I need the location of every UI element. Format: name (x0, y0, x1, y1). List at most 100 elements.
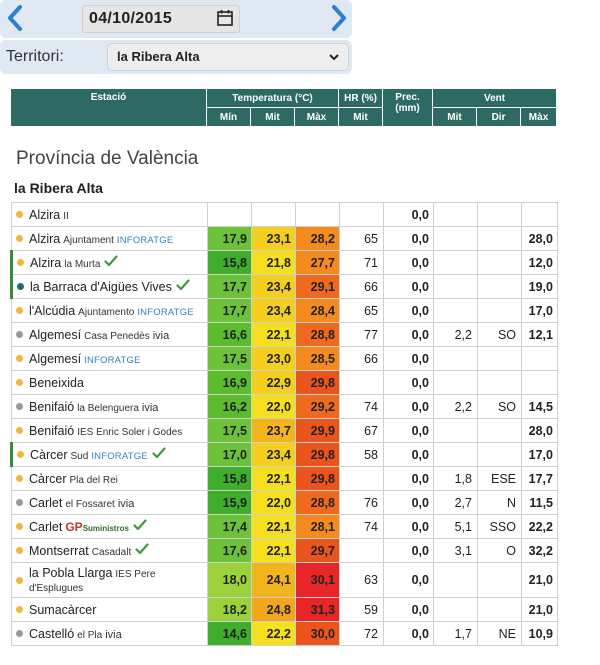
col-header-vent-max: Màx (520, 107, 558, 127)
prec-cell: 0,0 (383, 298, 434, 323)
table-row[interactable]: Algemesí Casa Penedès ivia 16,6 22,1 28,8 77 0,… (11, 322, 558, 347)
station-name[interactable]: Carlet (29, 520, 63, 534)
table-row[interactable]: la Pobla Llarga IES Pere d'Esplugues 18,0 24… (11, 562, 558, 598)
station-name[interactable]: Montserrat (29, 544, 89, 558)
temp-min-cell: 14,6 (207, 621, 252, 646)
station-name-cell[interactable]: Càrcer Pla del Rei (11, 466, 208, 491)
date-input[interactable]: 04/10/2015 (82, 5, 240, 33)
station-name-cell[interactable]: Sumacàrcer (11, 597, 208, 622)
station-name[interactable]: Càrcer (29, 471, 67, 486)
station-name-cell[interactable]: Beneixida (11, 370, 208, 395)
station-name[interactable]: Algemesí (29, 327, 82, 342)
station-name[interactable]: la Pobla Llarga (29, 566, 113, 580)
station-name-cell[interactable]: Benifaió la Belenguera ivia (11, 394, 208, 419)
temp-min-cell: 17,5 (207, 418, 252, 443)
calendar-icon[interactable] (216, 9, 234, 27)
station-status-dot (16, 355, 23, 362)
station-name-cell[interactable]: la Barraca d'Aigües Vives (10, 274, 208, 299)
station-name[interactable]: la Barraca d'Aigües Vives (30, 280, 172, 294)
station-name[interactable]: l'Alcúdia (29, 303, 76, 318)
table-row[interactable]: Benifaió la Belenguera ivia 16,2 22,0 29,2 74 0… (11, 394, 558, 419)
temp-mit-cell: 22,0 (251, 490, 296, 515)
station-subname: Casadalt (91, 547, 132, 558)
table-row[interactable]: Alzira II 0,0 (11, 202, 558, 227)
station-name-cell[interactable]: Alzira II (11, 202, 208, 227)
station-name[interactable]: Algemesí (29, 351, 82, 366)
station-name-cell[interactable]: Alzira la Murta (10, 250, 208, 275)
temp-mit-cell (251, 202, 296, 227)
table-row[interactable]: Càrcer Sud INFORATGE 17,0 23,4 29,8 58 0,0 17,0 (10, 442, 558, 467)
station-name-cell[interactable]: Montserrat Casadalt (11, 538, 208, 563)
territory-select[interactable]: la Ribera Alta (107, 43, 349, 71)
station-name-cell[interactable]: l'Alcúdia Ajuntamento INFORATGE (11, 298, 208, 323)
wind-max-cell: 17,0 (521, 298, 558, 323)
table-row[interactable]: Algemesí INFORATGE 17,5 23,0 28,5 66 0,0 (11, 346, 558, 371)
table-row[interactable]: Montserrat Casadalt 17,6 22,1 29,7 0,0 3,1 O 32,… (11, 538, 558, 563)
station-name-cell[interactable]: Carlet el Fossaret ivia (11, 490, 208, 515)
station-name[interactable]: Benifaió (29, 423, 75, 438)
station-name-cell[interactable]: la Pobla Llarga IES Pere d'Esplugues (11, 562, 208, 598)
station-name[interactable]: Beneixida (29, 375, 84, 390)
hr-cell (339, 202, 384, 227)
station-status-dot (16, 576, 23, 584)
table-row[interactable]: Càrcer Pla del Rei 15,8 22,1 29,8 0,0 1,8 ESE 17… (11, 466, 558, 491)
station-name[interactable]: Càrcer (30, 448, 68, 462)
verified-check-icon (152, 447, 166, 459)
station-subname: II (63, 210, 69, 222)
station-name-cell[interactable]: Carlet GPSuministros (11, 514, 208, 539)
prec-cell: 0,0 (383, 346, 434, 371)
station-status-dot (16, 427, 23, 434)
station-name-cell[interactable]: Alzira Ajuntament INFORATGE (11, 226, 208, 251)
table-row[interactable]: Beneixida 16,9 22,9 29,8 0,0 (11, 370, 558, 395)
inforatge-logo: INFORATGE (84, 354, 141, 366)
station-status-dot (16, 630, 23, 637)
station-name[interactable]: Alzira (29, 207, 61, 222)
wind-max-cell: 12,1 (521, 322, 558, 347)
temp-max-cell: 30,1 (295, 562, 340, 598)
station-cell: Benifaió IES Enric Soler i Godes (16, 424, 207, 438)
temp-mit-cell: 22,2 (251, 621, 296, 646)
station-subname: el Fossaret (65, 498, 115, 510)
col-header-temperatura: Temperatura (°C) (205, 88, 340, 108)
temp-max-cell: 29,8 (295, 442, 340, 467)
station-name-cell[interactable]: Benifaió IES Enric Soler i Godes (11, 418, 208, 443)
table-row[interactable]: Alzira la Murta 15,8 21,8 27,7 71 0,0 12,0 (10, 250, 558, 275)
station-name[interactable]: Castelló (29, 626, 75, 641)
next-day-arrow-icon[interactable] (328, 4, 350, 32)
table-row[interactable]: la Barraca d'Aigües Vives 17,7 23,4 29,1 66 0… (10, 274, 558, 299)
station-subname-line2: d'Esplugues (29, 583, 84, 594)
station-status-dot (16, 475, 23, 482)
table-row[interactable]: Benifaió IES Enric Soler i Godes 17,5 23,7 2… (11, 418, 558, 443)
station-status-dot (16, 211, 23, 218)
station-name[interactable]: Benifaió (29, 399, 75, 414)
previous-day-arrow-icon[interactable] (4, 4, 26, 32)
table-row[interactable]: Carlet GPSuministros 17,4 22,1 28,1 74 0,0 5,1 S… (11, 514, 558, 539)
temp-min-cell: 16,6 (207, 322, 252, 347)
station-name-cell[interactable]: Càrcer Sud INFORATGE (10, 442, 208, 467)
table-row[interactable]: l'Alcúdia Ajuntamento INFORATGE 17,7 23,4 28,… (11, 298, 558, 323)
station-name-cell[interactable]: Algemesí Casa Penedès ivia (11, 322, 208, 347)
table-row[interactable]: Castelló el Pla ivia 14,6 22,2 30,0 72 0,0 1,7 NE… (11, 621, 558, 646)
station-name[interactable]: Alzira (29, 231, 61, 246)
temp-max-cell: 31,3 (295, 597, 340, 622)
wind-mit-cell (433, 597, 478, 622)
station-status-dot (16, 307, 23, 314)
col-header-vent-dir: Dir (476, 107, 522, 127)
station-name[interactable]: Carlet (29, 495, 63, 510)
table-row[interactable]: Sumacàrcer 18,2 24,8 31,3 59 0,0 21,0 (11, 597, 558, 622)
wind-mit-cell (433, 250, 478, 275)
wind-dir-cell: ESE (477, 466, 522, 491)
temp-min-cell: 17,9 (207, 226, 252, 251)
temp-mit-cell: 23,4 (251, 298, 296, 323)
station-name-cell[interactable]: Algemesí INFORATGE (11, 346, 208, 371)
station-name[interactable]: Sumacàrcer (29, 602, 97, 617)
gp-suministros-logo: GPSuministros (65, 520, 129, 534)
temp-max-cell: 29,1 (295, 274, 340, 299)
table-row[interactable]: Carlet el Fossaret ivia 15,9 22,0 28,8 76 0,0 2,… (11, 490, 558, 515)
wind-max-cell: 12,0 (521, 250, 558, 275)
station-name-cell[interactable]: Castelló el Pla ivia (11, 621, 208, 646)
ivia-logo: ivia (117, 497, 135, 510)
station-name[interactable]: Alzira (30, 256, 62, 270)
table-row[interactable]: Alzira Ajuntament INFORATGE 17,9 23,1 28,2 65 0… (11, 226, 558, 251)
wind-dir-cell: SO (477, 394, 522, 419)
